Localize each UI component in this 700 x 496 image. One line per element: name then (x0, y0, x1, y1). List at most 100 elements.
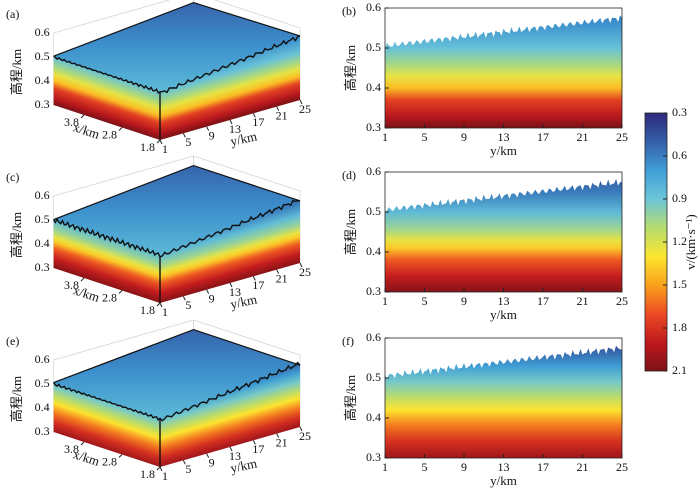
z-tick-label: 0.3 (35, 260, 50, 274)
y-tick-label: 1 (162, 305, 168, 319)
x-tick (156, 302, 161, 307)
y-tick (206, 126, 210, 131)
y-tick-label: 13 (229, 285, 241, 299)
y-tick-label: 25 (299, 429, 311, 443)
y-axis-label: y/km (229, 291, 258, 311)
y-axis-label: 高程/km (343, 375, 358, 421)
x-tick-label: 1 (382, 294, 388, 308)
y-tick (229, 446, 233, 452)
z-tick-label: 0.5 (35, 49, 50, 63)
y-tick-label: 0.4 (366, 80, 381, 94)
y-tick (299, 426, 303, 432)
y-tick-label: 21 (276, 271, 288, 285)
y-tick (252, 113, 256, 118)
x-axis-label: y/km (490, 473, 517, 488)
x-tick (118, 127, 123, 131)
velocity-field (385, 179, 622, 292)
x-tick (80, 441, 85, 446)
x-tick-label: 9 (461, 130, 467, 144)
right-face (160, 35, 300, 141)
y-tick (276, 106, 280, 111)
velocity-field (385, 345, 622, 458)
y-tick-label: 0.5 (366, 204, 381, 218)
y-tick-label: 0.4 (366, 410, 381, 424)
y-tick-label: 0.5 (366, 370, 381, 384)
y-tick-label: 5 (185, 298, 191, 312)
x-tick-label: 17 (537, 130, 549, 144)
x-tick-label: 1.8 (140, 303, 155, 317)
x-tick-label: 9 (461, 294, 467, 308)
x-axis-label: y/km (490, 307, 517, 322)
z-tick-label: 0.6 (35, 352, 50, 366)
y-tick (159, 139, 163, 145)
x-axis-label: x/km (71, 282, 101, 305)
y-tick-label: 13 (229, 122, 241, 136)
x-tick-label: 9 (461, 460, 467, 474)
y-tick-label: 0.5 (366, 40, 381, 54)
z-tick-label: 0.3 (35, 97, 50, 111)
z-tick-label: 0.4 (35, 236, 50, 250)
left-face (53, 56, 160, 141)
x-tick-label: 3.8 (64, 442, 79, 456)
y-tick-label: 1 (162, 469, 168, 483)
surface-edge (53, 328, 301, 384)
x-tick (80, 114, 85, 119)
x-tick (118, 290, 123, 294)
colorbar-label: v/(km·s⁻¹) (683, 214, 698, 270)
left-face (53, 382, 160, 467)
y-tick (252, 276, 256, 281)
y-tick-label: 0.6 (366, 330, 381, 344)
z-tick-label: 0.5 (35, 376, 50, 390)
colorbar-tick-label: 1.8 (672, 320, 687, 334)
x-axis-label: y/km (490, 143, 517, 158)
x-tick-label: 25 (616, 294, 628, 308)
x-tick-label: 13 (498, 460, 510, 474)
x-tick-label: 1 (382, 460, 388, 474)
y-tick-label: 21 (276, 108, 288, 122)
z-tick-label: 0.5 (35, 212, 50, 226)
y-tick-label: 0.3 (366, 120, 381, 134)
y-tick-label: 0.6 (366, 164, 381, 178)
top-surface (53, 165, 300, 257)
left-face (53, 219, 160, 303)
x-tick-label: 13 (498, 294, 510, 308)
z-axis-label: 高程/km (9, 212, 24, 258)
y-tick-label: 5 (185, 462, 191, 476)
y-tick (159, 302, 163, 308)
panel-label: (a) (6, 7, 19, 21)
y-tick-label: 0.3 (366, 450, 381, 464)
y-axis-label: y/km (229, 455, 258, 475)
surface-edge (53, 164, 301, 221)
grid-line (53, 0, 301, 34)
y-tick (229, 119, 233, 125)
z-axis-label: 高程/km (9, 376, 24, 422)
x-tick-label: 21 (577, 294, 589, 308)
z-tick-label: 0.6 (35, 25, 50, 39)
z-tick-label: 0.6 (35, 188, 50, 202)
y-tick-label: 13 (229, 449, 241, 463)
x-tick-label: 5 (422, 294, 428, 308)
x-tick-label: 25 (616, 130, 628, 144)
velocity-field (385, 15, 622, 128)
x-axis-label: x/km (71, 119, 101, 142)
x-tick-label: 17 (537, 294, 549, 308)
top-surface (53, 2, 300, 93)
y-tick (299, 262, 303, 268)
x-tick-label: 5 (422, 130, 428, 144)
x-tick-label: 3.8 (64, 115, 79, 129)
y-tick (276, 433, 280, 438)
z-tick-label: 0.3 (35, 424, 50, 438)
top-surface (53, 329, 300, 421)
y-tick (159, 466, 163, 472)
y-tick (276, 269, 280, 274)
y-tick-label: 17 (252, 442, 264, 456)
y-tick-label: 5 (185, 135, 191, 149)
y-tick (206, 453, 210, 458)
z-tick-label: 0.4 (35, 73, 50, 87)
colorbar-tick-label: 1.5 (672, 277, 687, 291)
x-tick-label: 5 (422, 460, 428, 474)
y-tick-label: 9 (209, 128, 215, 142)
y-tick-label: 17 (252, 278, 264, 292)
y-tick-label: 17 (252, 115, 264, 129)
